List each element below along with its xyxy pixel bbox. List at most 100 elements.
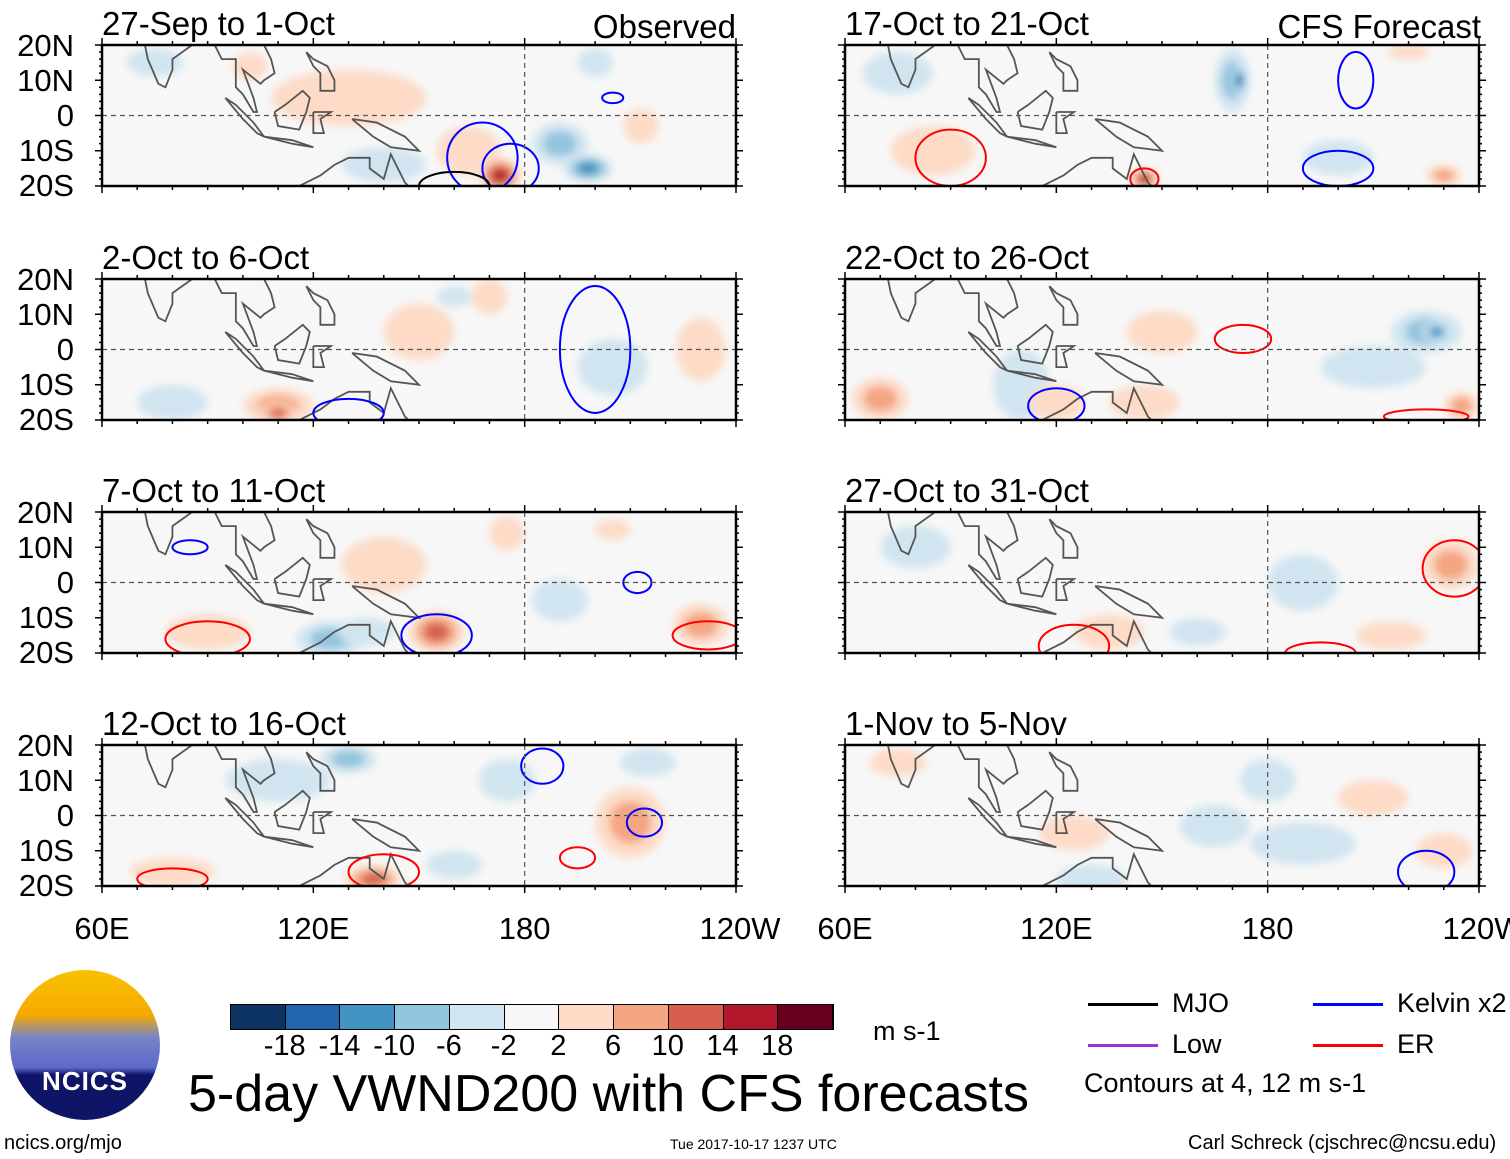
coastline — [1048, 51, 1079, 92]
anomaly-shading — [130, 857, 215, 886]
map-panel — [95, 505, 743, 660]
coastline — [1006, 602, 1057, 616]
anomaly-shading — [1433, 169, 1455, 182]
kelvin-contour — [625, 807, 664, 838]
lat-tick-label: 20N — [17, 728, 74, 763]
contour-legend: MJO Kelvin x2 Low ER — [1088, 988, 1508, 1068]
anomaly-shading — [436, 286, 472, 308]
panel-title: 12-Oct to 16-Oct — [102, 705, 346, 742]
anomaly-shading — [424, 622, 449, 641]
anomaly-shading — [1387, 45, 1430, 60]
lat-tick-label: 0 — [56, 565, 74, 600]
coastline — [263, 602, 314, 616]
coastline — [273, 789, 311, 831]
colorbar-label: 2 — [550, 1030, 567, 1062]
coastline — [351, 118, 422, 152]
anomaly-shading — [341, 147, 427, 183]
figure-title: 5-day VWND200 with CFS forecasts — [188, 1065, 1029, 1123]
coastline — [305, 518, 336, 559]
coastline — [224, 97, 265, 138]
anomaly-shading — [531, 578, 589, 622]
anomaly-shading — [137, 384, 208, 420]
coastline — [1006, 369, 1057, 383]
kelvin-contour — [481, 142, 540, 186]
panel-title: 22-Oct to 26-Oct — [845, 239, 1089, 276]
coastline — [144, 512, 276, 580]
anomaly-shading — [1126, 310, 1198, 354]
er-contour — [1284, 641, 1357, 653]
panel-title: 2-Oct to 6-Oct — [102, 239, 310, 276]
coastline — [312, 578, 334, 602]
coastline — [292, 385, 410, 420]
lat-tick-label: 10N — [17, 63, 74, 98]
lat-tick-label: 20S — [18, 402, 74, 437]
legend-label: Low — [1172, 1029, 1222, 1059]
coastline — [1006, 835, 1057, 849]
colorbar-swatch — [285, 1005, 341, 1029]
er-contour — [671, 620, 736, 651]
anomaly-shading — [1250, 822, 1356, 865]
coastline — [1094, 818, 1165, 852]
coastline — [305, 285, 336, 326]
coastline — [1048, 285, 1079, 326]
panel-title: 27-Oct to 31-Oct — [845, 472, 1089, 509]
footer-url[interactable]: ncics.org/mjo — [4, 1132, 122, 1154]
kelvin-contour — [520, 747, 565, 785]
anomaly-shading — [542, 131, 577, 157]
anomaly-shading — [426, 850, 483, 879]
anomaly-shading — [577, 48, 613, 77]
panel-title: 1-Nov to 5-Nov — [845, 705, 1067, 742]
coastline — [1035, 851, 1153, 886]
anomaly-shading — [1179, 804, 1251, 848]
lat-tick-label: 10S — [18, 600, 74, 635]
colorbar-swatch — [395, 1005, 450, 1029]
anomaly-shading — [880, 526, 951, 569]
coastline — [273, 323, 311, 365]
coastline — [887, 512, 1019, 580]
anomaly-shading — [609, 801, 652, 844]
coastline — [1035, 385, 1153, 420]
er-contour — [136, 867, 209, 886]
coastline — [312, 811, 334, 835]
anomaly-shading — [890, 126, 976, 176]
coastline — [292, 151, 410, 186]
colorbar-label: -2 — [490, 1030, 517, 1062]
anomaly-shading — [271, 69, 427, 127]
lat-tick-label: 10N — [17, 297, 74, 332]
colorbar-label: 10 — [651, 1030, 684, 1062]
kelvin-contour — [1396, 849, 1456, 886]
legend-line-low — [1088, 1044, 1158, 1047]
logo-text: NCICS — [42, 1066, 128, 1096]
lon-tick-label: 180 — [1241, 911, 1294, 946]
er-contour — [1213, 323, 1273, 355]
coastline — [887, 745, 1019, 813]
anomaly-shading — [1028, 384, 1085, 420]
lon-tick-label: 120W — [699, 911, 781, 946]
coastline — [292, 618, 410, 653]
anomaly-shading — [1302, 140, 1374, 176]
anomaly-shading — [577, 338, 648, 396]
anomaly-shading — [623, 108, 659, 144]
panel-title: 17-Oct to 21-Oct — [845, 5, 1089, 42]
map-panel — [838, 272, 1486, 427]
coastline — [1006, 135, 1057, 149]
coastline — [224, 331, 265, 372]
anomaly-shading — [1267, 554, 1339, 611]
lat-tick-label: 20N — [17, 262, 74, 297]
anomaly-shading — [1415, 833, 1472, 869]
lon-tick-label: 120W — [1442, 911, 1510, 946]
coastline — [1094, 118, 1165, 152]
lat-tick-label: 10S — [18, 833, 74, 868]
colorbar-label: 18 — [761, 1030, 794, 1062]
anomaly-shading — [1056, 864, 1127, 886]
lon-tick-label: 120E — [277, 911, 350, 946]
lon-tick-label: 180 — [498, 911, 551, 946]
coastline — [263, 835, 314, 849]
er-contour — [1129, 167, 1160, 186]
colorbar-swatch — [340, 1005, 396, 1029]
anomaly-shading — [683, 612, 718, 638]
coastline — [273, 556, 311, 598]
coastline — [313, 261, 320, 272]
anomaly-shading — [1430, 327, 1443, 337]
mjo-contour — [418, 170, 491, 186]
